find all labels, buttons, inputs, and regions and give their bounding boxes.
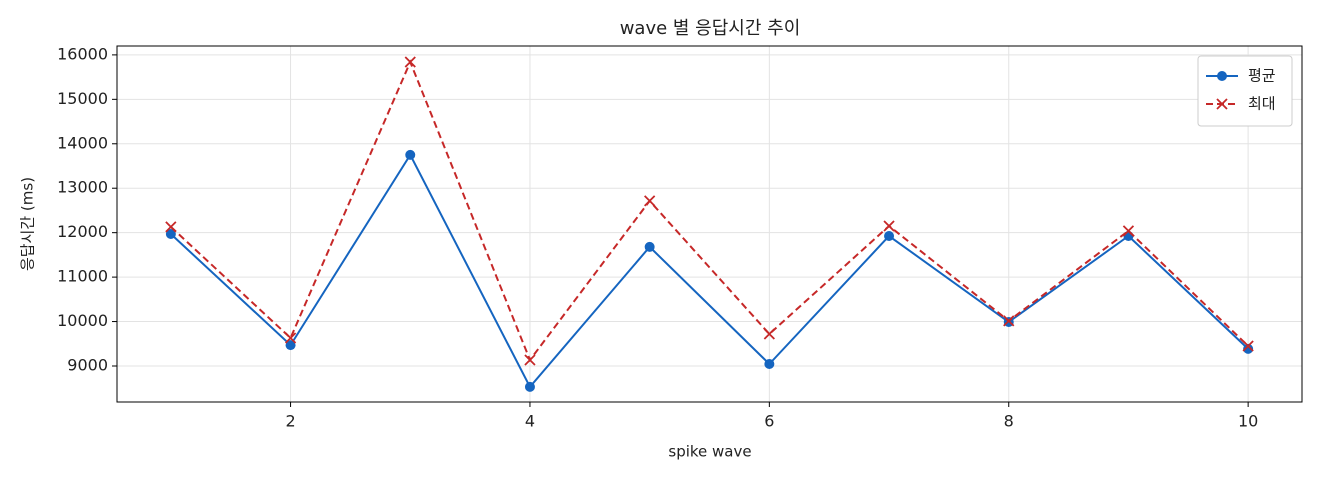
- y-tick-label: 15000: [57, 89, 108, 108]
- marker: [644, 195, 656, 207]
- x-tick-label: 2: [285, 412, 295, 431]
- x-tick-label: 8: [1004, 412, 1014, 431]
- series-line: [170, 152, 1249, 389]
- x-tick-label: 10: [1238, 412, 1258, 431]
- y-tick-label: 11000: [57, 267, 108, 286]
- series-line: [170, 59, 1249, 363]
- grid-layer: [117, 46, 1302, 402]
- x-axis-label: spike wave: [668, 443, 751, 461]
- chart-title: wave 별 응답시간 추이: [620, 18, 801, 39]
- legend-label: 평균: [1248, 67, 1276, 85]
- plot-frame: [116, 45, 1303, 403]
- marker: [1217, 71, 1227, 81]
- marker: [1242, 340, 1254, 352]
- marker: [763, 328, 775, 340]
- marker: [524, 381, 535, 392]
- marker: [284, 332, 297, 344]
- y-tick-label: 16000: [57, 44, 108, 63]
- marker: [524, 354, 536, 366]
- legend-label: 최대: [1248, 95, 1276, 113]
- marker: [165, 221, 177, 233]
- marker: [884, 231, 895, 241]
- marker: [1243, 343, 1254, 354]
- y-tick-label: 10000: [57, 311, 108, 330]
- y-tick-label: 9000: [67, 356, 108, 375]
- marker: [404, 56, 416, 68]
- marker: [1122, 225, 1135, 237]
- plot-layer: [165, 56, 1254, 392]
- marker: [405, 149, 416, 160]
- marker: [285, 340, 296, 351]
- marker: [764, 359, 775, 369]
- y-tick-label: 14000: [57, 133, 108, 152]
- y-tick-label: 13000: [57, 178, 108, 197]
- y-axis-label: 응답시간 (ms): [19, 177, 37, 271]
- marker: [883, 220, 895, 232]
- x-tick-label: 6: [764, 412, 774, 431]
- marker: [1003, 315, 1015, 327]
- x-tick-label: 4: [525, 412, 535, 431]
- y-tick-label: 12000: [57, 222, 108, 241]
- marker: [1216, 98, 1228, 110]
- marker: [644, 241, 655, 252]
- legend-box: [1197, 55, 1293, 127]
- marker: [165, 229, 176, 239]
